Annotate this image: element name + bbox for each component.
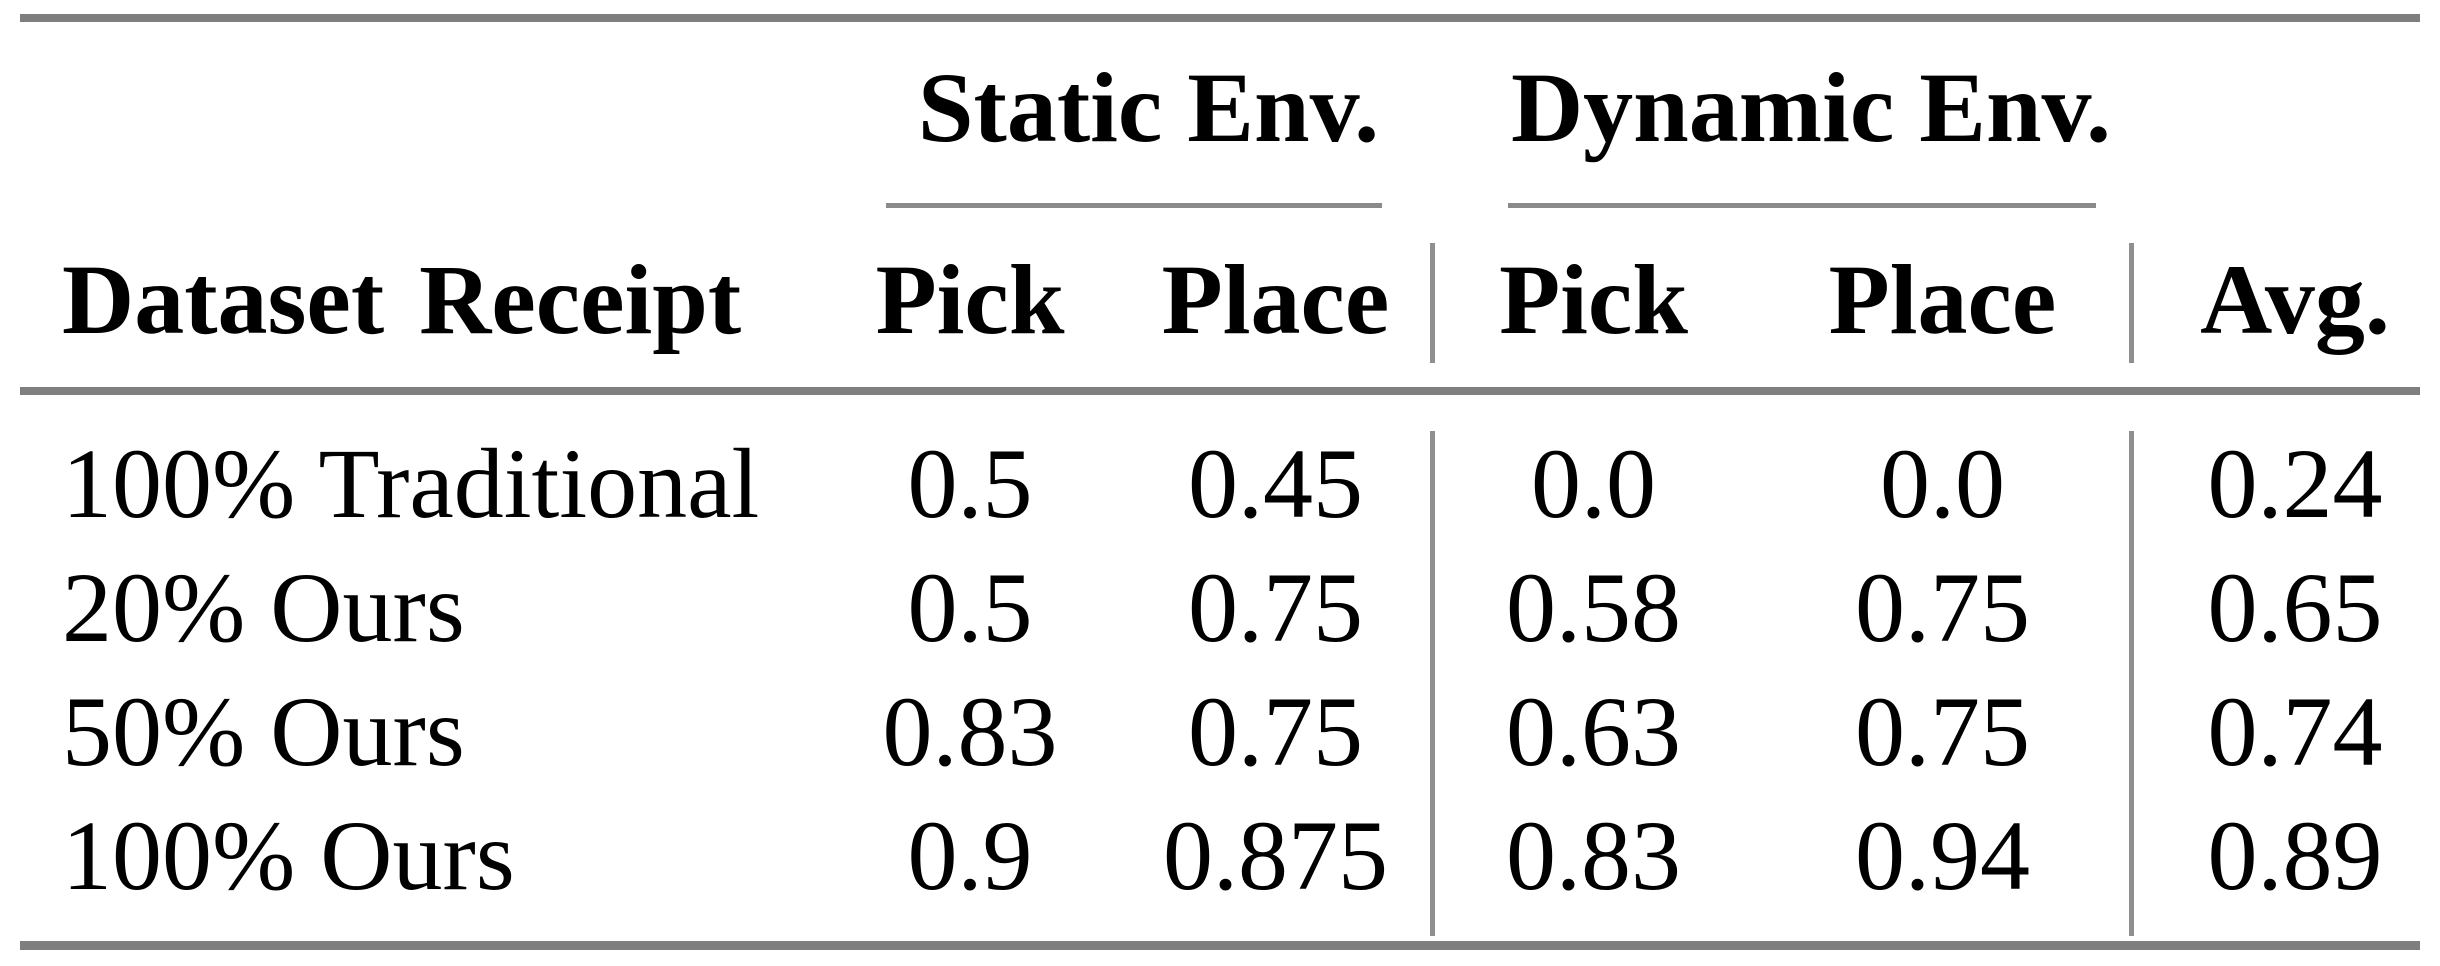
col-header-dynamic-place: Place [1828, 244, 2057, 355]
col-header-static-pick: Pick [875, 244, 1065, 355]
vertical-rule-2-body [2129, 431, 2134, 936]
table-row: 100% Ours 0.9 0.875 0.83 0.94 0.89 [0, 794, 2440, 918]
group-header-static-env: Static Env. [917, 52, 1380, 163]
cell-dynamic-pick: 0.0 [1531, 428, 1656, 539]
group-header-dynamic-env: Dynamic Env. [1510, 52, 2112, 163]
group-header-spacer [0, 46, 865, 170]
dynamic-group-underline [1508, 203, 2096, 208]
cell-static-pick: 0.83 [882, 676, 1058, 787]
col-header-dynamic-pick: Pick [1499, 244, 1688, 355]
row-label: 100% Ours [62, 800, 515, 911]
cell-dynamic-pick: 0.83 [1506, 800, 1681, 911]
bottom-rule [20, 941, 2420, 950]
col-header-static-place: Place [1161, 244, 1390, 355]
table-row: 50% Ours 0.83 0.75 0.63 0.75 0.74 [0, 670, 2440, 794]
group-header-row: Static Env. Dynamic Env. [0, 46, 2440, 170]
vertical-rule-2-header [2129, 243, 2134, 363]
cell-static-place: 0.75 [1188, 552, 1363, 663]
column-header-row: Dataset Receipt Pick Place Pick Place Av… [0, 238, 2440, 362]
static-group-underline [886, 203, 1382, 208]
row-label: 100% Traditional [62, 428, 760, 539]
cell-dynamic-pick: 0.58 [1506, 552, 1681, 663]
table-row: 100% Traditional 0.5 0.45 0.0 0.0 0.24 [0, 422, 2440, 546]
cell-static-place: 0.875 [1163, 800, 1388, 911]
col-header-dataset-receipt: Dataset Receipt [62, 244, 742, 355]
cell-static-place: 0.75 [1188, 676, 1363, 787]
group-header-spacer-right [2130, 46, 2440, 170]
cell-dynamic-place: 0.75 [1855, 676, 2030, 787]
cell-static-pick: 0.9 [907, 800, 1033, 911]
cell-dynamic-place: 0.0 [1880, 428, 2005, 539]
cell-avg: 0.65 [2207, 552, 2383, 663]
cell-avg: 0.74 [2207, 676, 2383, 787]
cell-dynamic-place: 0.94 [1855, 800, 2030, 911]
cell-avg: 0.24 [2207, 428, 2383, 539]
vertical-rule-1-body [1430, 431, 1435, 936]
col-header-avg: Avg. [2200, 244, 2390, 355]
row-label: 20% Ours [62, 552, 465, 663]
table-row: 20% Ours 0.5 0.75 0.58 0.75 0.65 [0, 546, 2440, 670]
cell-dynamic-place: 0.75 [1855, 552, 2030, 663]
cell-static-pick: 0.5 [907, 552, 1033, 663]
row-label: 50% Ours [62, 676, 465, 787]
cell-static-pick: 0.5 [907, 428, 1033, 539]
top-rule [20, 14, 2420, 22]
mid-rule [20, 387, 2420, 395]
vertical-rule-1-header [1430, 243, 1435, 363]
cell-dynamic-pick: 0.63 [1506, 676, 1681, 787]
cell-static-place: 0.45 [1188, 428, 1363, 539]
cell-avg: 0.89 [2207, 800, 2383, 911]
